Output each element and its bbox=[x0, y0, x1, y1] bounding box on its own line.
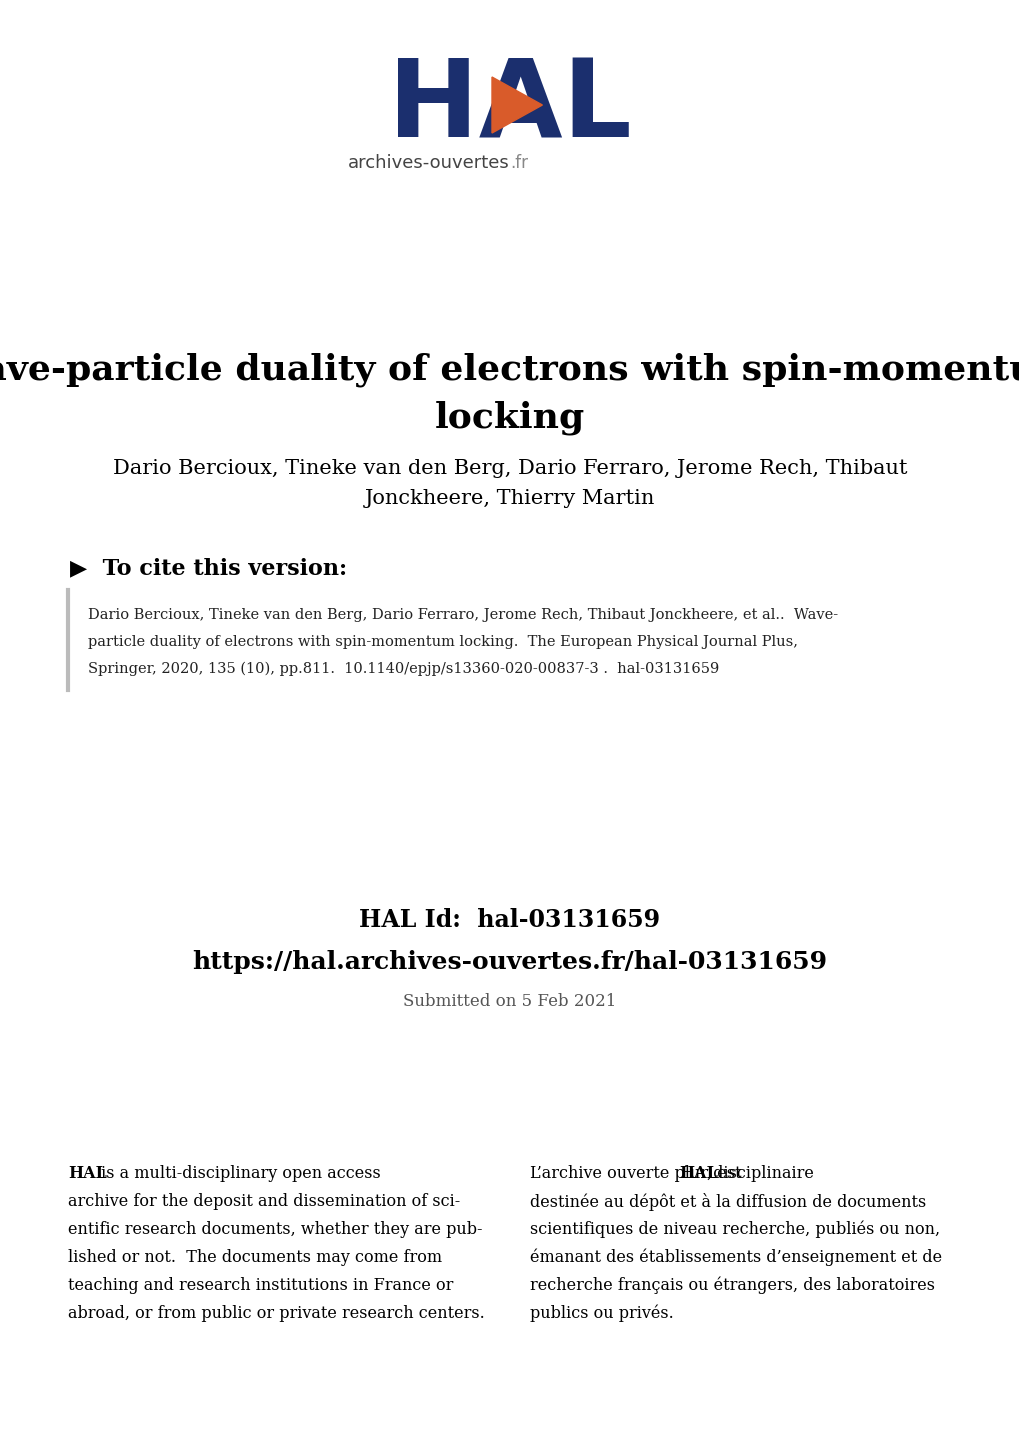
Text: Springer, 2020, 135 (10), pp.811.  10.1140/epjp/s13360-020-00837-3 .  hal-031316: Springer, 2020, 135 (10), pp.811. 10.114… bbox=[88, 662, 718, 676]
Text: https://hal.archives-ouvertes.fr/hal-03131659: https://hal.archives-ouvertes.fr/hal-031… bbox=[193, 950, 826, 973]
Text: Submitted on 5 Feb 2021: Submitted on 5 Feb 2021 bbox=[403, 994, 616, 1011]
Text: abroad, or from public or private research centers.: abroad, or from public or private resear… bbox=[68, 1305, 484, 1322]
Text: HAL: HAL bbox=[679, 1165, 717, 1182]
Text: ▶  To cite this version:: ▶ To cite this version: bbox=[70, 557, 346, 580]
Text: publics ou privés.: publics ou privés. bbox=[530, 1305, 674, 1322]
Text: destinée au dépôt et à la diffusion de documents: destinée au dépôt et à la diffusion de d… bbox=[530, 1193, 925, 1211]
Text: lished or not.  The documents may come from: lished or not. The documents may come fr… bbox=[68, 1249, 441, 1266]
Text: Dario Bercioux, Tineke van den Berg, Dario Ferraro, Jerome Rech, Thibaut Jonckhe: Dario Bercioux, Tineke van den Berg, Dar… bbox=[88, 609, 838, 622]
Text: is a multi-disciplinary open access: is a multi-disciplinary open access bbox=[96, 1165, 380, 1182]
Polygon shape bbox=[491, 76, 542, 133]
Text: HAL: HAL bbox=[68, 1165, 107, 1182]
Text: Jonckheere, Thierry Martin: Jonckheere, Thierry Martin bbox=[365, 489, 654, 508]
Text: , est: , est bbox=[706, 1165, 741, 1182]
Text: émanant des établissements d’enseignement et de: émanant des établissements d’enseignemen… bbox=[530, 1249, 942, 1266]
Text: HAL: HAL bbox=[388, 55, 631, 162]
Text: archive for the deposit and dissemination of sci-: archive for the deposit and disseminatio… bbox=[68, 1193, 460, 1210]
Text: Wave-particle duality of electrons with spin-momentum: Wave-particle duality of electrons with … bbox=[0, 353, 1019, 388]
Text: .fr: .fr bbox=[510, 154, 528, 172]
Text: particle duality of electrons with spin-momentum locking.  The European Physical: particle duality of electrons with spin-… bbox=[88, 634, 797, 649]
Text: locking: locking bbox=[434, 401, 585, 435]
Text: L’archive ouverte pluridisciplinaire: L’archive ouverte pluridisciplinaire bbox=[530, 1165, 818, 1182]
Text: entific research documents, whether they are pub-: entific research documents, whether they… bbox=[68, 1221, 482, 1239]
Text: archives-ouvertes: archives-ouvertes bbox=[347, 154, 510, 172]
Text: HAL Id:  hal-03131659: HAL Id: hal-03131659 bbox=[359, 908, 660, 932]
Text: Dario Bercioux, Tineke van den Berg, Dario Ferraro, Jerome Rech, Thibaut: Dario Bercioux, Tineke van den Berg, Dar… bbox=[113, 459, 906, 477]
Text: recherche français ou étrangers, des laboratoires: recherche français ou étrangers, des lab… bbox=[530, 1278, 934, 1295]
Text: scientifiques de niveau recherche, publiés ou non,: scientifiques de niveau recherche, publi… bbox=[530, 1221, 940, 1239]
Text: teaching and research institutions in France or: teaching and research institutions in Fr… bbox=[68, 1278, 452, 1293]
